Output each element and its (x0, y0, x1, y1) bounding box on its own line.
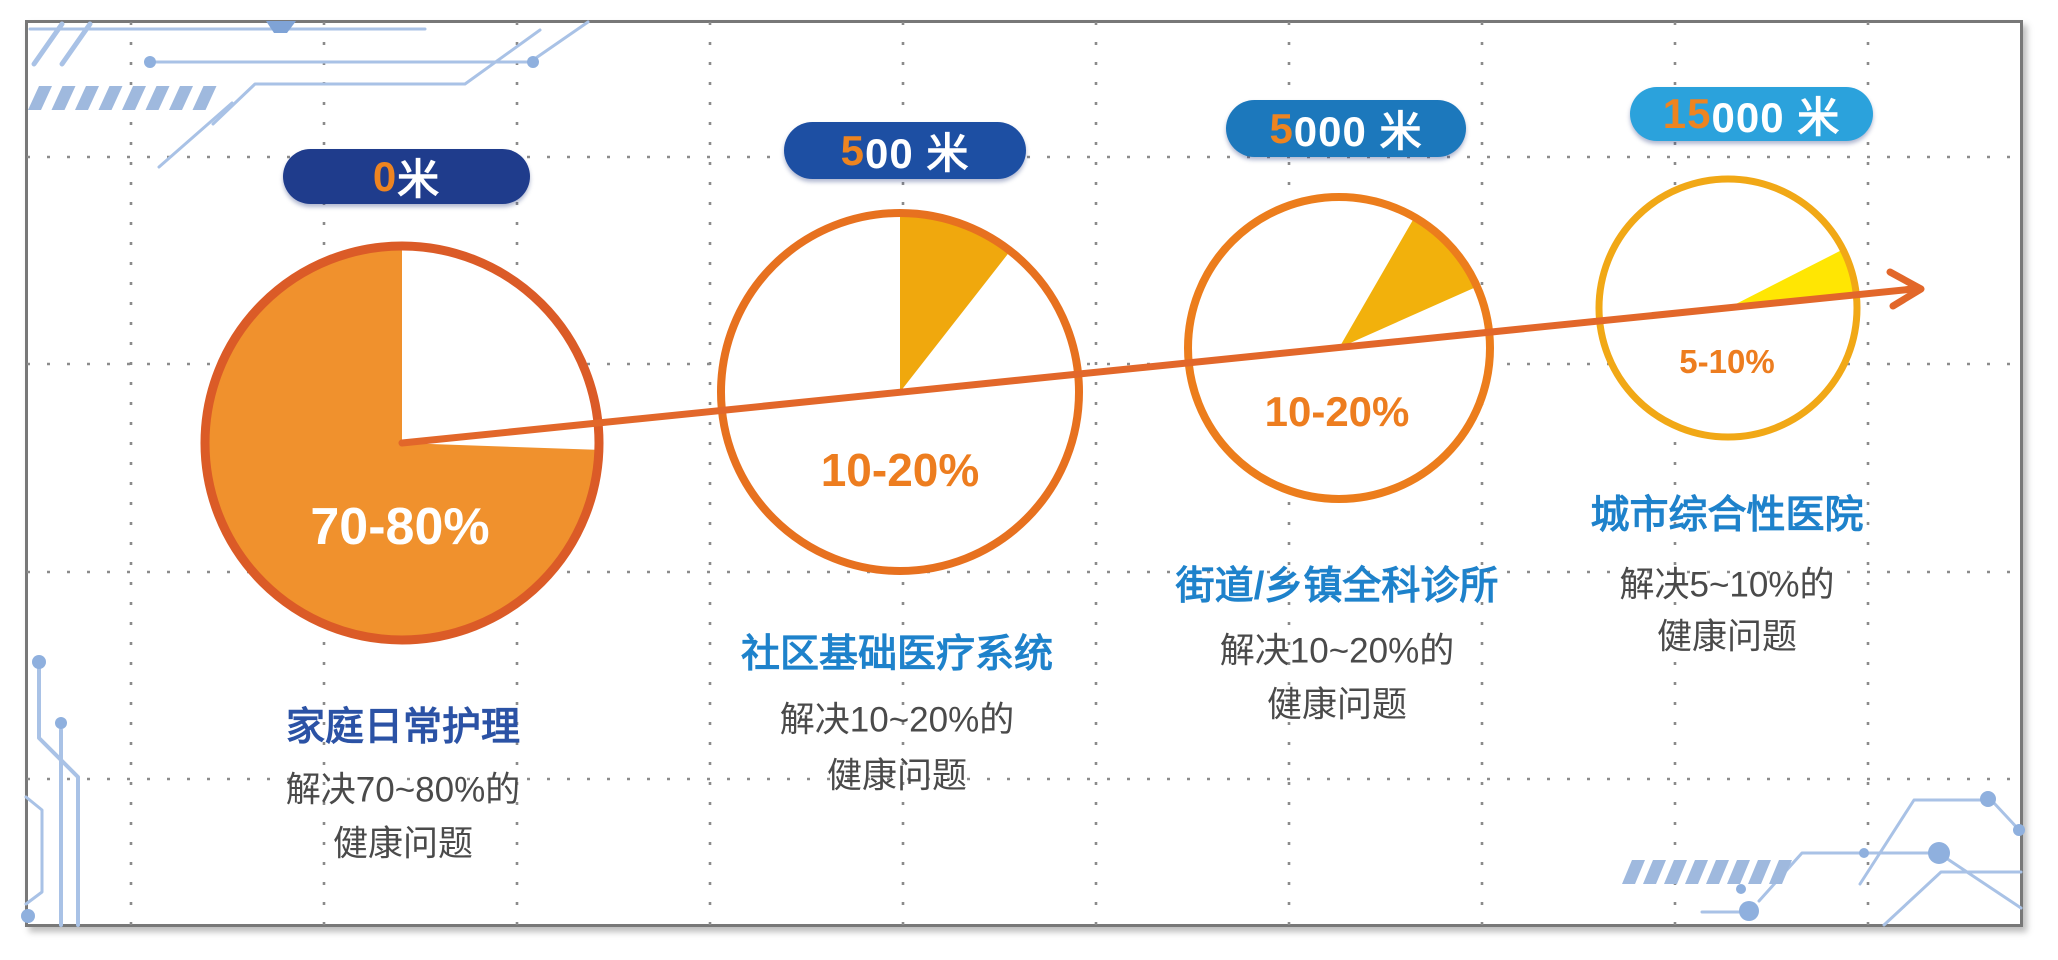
stage4-desc-line1: 解决5~10%的 (1619, 565, 1835, 605)
stage1-heading: 家庭日常护理 (285, 706, 521, 749)
distance-highlight: 15 (1662, 90, 1712, 137)
distance-rest: 000 米 (1293, 108, 1423, 155)
page-border-frame (25, 20, 2023, 927)
distance-rest: 000 米 (1711, 93, 1841, 141)
stage2-desc-line2: 健康问题 (826, 756, 968, 796)
distance-highlight: 5 (840, 126, 865, 174)
distance-badge-15000m: 15 000 米 (1630, 87, 1873, 141)
pie2-share-label: 10-20% (820, 444, 980, 496)
stage2-desc-line1: 解决10~20%的 (779, 700, 1015, 740)
pie3-share-label: 10-20% (1264, 388, 1410, 435)
stage4-heading: 城市综合性医院 (1590, 494, 1864, 537)
distance-highlight: 0 (372, 152, 398, 200)
stage2-heading: 社区基础医疗系统 (740, 633, 1054, 676)
distance-rest: 米 (397, 156, 441, 203)
stage3-desc-line2: 健康问题 (1266, 685, 1408, 725)
distance-rest: 00 米 (864, 130, 970, 177)
stage1-desc-line2: 健康问题 (332, 824, 474, 864)
distance-badge-500m: 5 00 米 (784, 122, 1026, 179)
distance-highlight: 5 (1269, 104, 1294, 152)
pie4-share-label: 5-10% (1679, 343, 1775, 380)
distance-badge-5000m: 5 000 米 (1226, 100, 1466, 157)
distance-badge-0m: 0 米 (283, 149, 530, 204)
stage4-desc-line2: 健康问题 (1656, 617, 1798, 657)
pie1-share-label: 70-80% (310, 498, 490, 556)
stage3-heading: 街道/乡镇全科诊所 (1175, 565, 1499, 608)
stage1-desc-line1: 解决70~80%的 (285, 770, 521, 810)
stage3-desc-line1: 解决10~20%的 (1219, 631, 1455, 671)
